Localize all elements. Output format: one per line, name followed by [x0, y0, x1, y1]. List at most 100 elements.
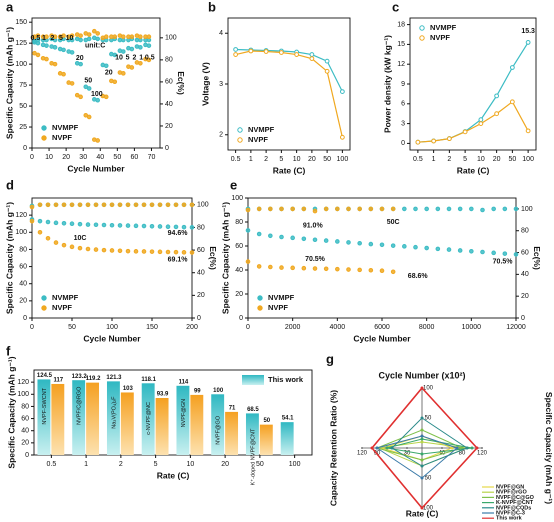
y2-tick-label: 0	[165, 145, 169, 152]
data-point	[35, 37, 41, 43]
annotation: 70.5%	[305, 256, 326, 263]
data-point	[480, 207, 485, 213]
bar	[259, 424, 273, 455]
x-tick-label: 100	[522, 156, 534, 163]
x-axis-label: Cycle Number	[83, 333, 141, 343]
data-point	[368, 267, 374, 273]
data-point	[268, 264, 273, 270]
data-point	[95, 97, 101, 103]
data-point	[335, 239, 340, 244]
data-point	[35, 52, 41, 58]
data-point	[165, 202, 171, 208]
data-point	[86, 36, 92, 42]
legend-marker	[237, 127, 243, 133]
data-point	[173, 224, 179, 230]
radar-tick	[481, 447, 483, 449]
y2-tick-label: 80	[197, 224, 205, 231]
data-point	[478, 121, 484, 126]
data-point	[268, 206, 273, 212]
panel-label: a	[6, 0, 14, 14]
data-point	[346, 206, 351, 212]
data-point	[109, 202, 115, 208]
data-point	[129, 65, 135, 70]
data-point	[294, 52, 300, 57]
data-point	[69, 50, 75, 55]
data-point	[189, 202, 195, 208]
data-point	[45, 202, 51, 208]
data-point	[402, 206, 407, 212]
y-tick-label: 0	[239, 315, 243, 322]
x-tick-label: 150	[146, 324, 158, 331]
panel-label: d	[6, 177, 14, 192]
data-point	[101, 222, 107, 228]
annotation: 91.0%	[303, 222, 324, 229]
data-point	[52, 45, 58, 50]
x-tick-label: 12000	[506, 324, 526, 331]
y-tick-label: 20	[235, 291, 243, 298]
data-point	[157, 249, 163, 255]
data-point	[101, 202, 107, 208]
radar-point	[420, 437, 424, 441]
legend-label: NVPF@CQDs	[496, 505, 531, 511]
data-point	[379, 206, 385, 212]
x-tick-label: 20	[62, 154, 70, 161]
legend-swatch	[242, 375, 264, 385]
data-point	[125, 248, 131, 254]
data-point	[95, 31, 101, 36]
radar-point	[420, 464, 424, 468]
y-axis-label: Specific Capacity (mAh g⁻¹)	[4, 27, 14, 139]
data-point	[301, 265, 307, 271]
bar-material-label: NVPF@GN	[181, 399, 187, 428]
radar-point	[375, 446, 379, 450]
y2-axis-label: Ec(%)	[532, 246, 542, 270]
y-tick-label: 60	[235, 243, 243, 250]
legend-marker	[41, 135, 47, 141]
y2-tick-label: 100	[197, 202, 209, 209]
data-point	[146, 43, 152, 48]
radar-tick-label: 30	[404, 451, 411, 457]
data-point	[93, 247, 99, 252]
data-point	[95, 36, 101, 42]
legend-label: NVMPF	[268, 293, 295, 302]
data-point	[245, 259, 251, 264]
annotation: 20	[105, 69, 113, 76]
x-tick-label: 0.5	[413, 156, 423, 163]
data-point	[491, 250, 496, 256]
data-point	[502, 206, 508, 212]
data-point	[525, 128, 531, 134]
plot-frame	[409, 17, 537, 151]
legend-label: NVMPF	[430, 23, 457, 32]
annotation: 20	[76, 55, 84, 62]
data-point	[494, 111, 500, 117]
data-point	[146, 57, 152, 63]
bar-material-label: NVPF/C@RGO	[77, 386, 83, 425]
data-line	[235, 50, 343, 138]
bar-material-label: Na₃V(PO₄)₂F	[111, 396, 117, 429]
data-point	[69, 244, 75, 250]
data-point	[117, 202, 123, 208]
x-tick-label: 20	[221, 461, 229, 468]
legend-label: This work	[496, 516, 523, 522]
data-point	[324, 58, 330, 64]
data-point	[233, 52, 239, 57]
data-point	[256, 264, 262, 269]
data-point	[101, 247, 107, 253]
x-tick-label: 4000	[330, 324, 346, 331]
x-tick-label: 5	[463, 156, 467, 163]
annotation: 100	[91, 91, 103, 98]
y2-tick-label: 0	[197, 315, 201, 322]
plot-frame	[31, 17, 161, 149]
radar-point	[420, 428, 424, 432]
data-point	[189, 225, 195, 230]
data-point	[69, 221, 75, 227]
y-tick-label: 3	[219, 81, 223, 88]
data-point	[491, 206, 496, 212]
bar-value-label: 124.5	[37, 373, 53, 379]
data-point	[173, 249, 179, 255]
legend-label: NVPF	[248, 135, 268, 144]
data-point	[279, 265, 284, 270]
bar-material-label: c-NVPF@NC	[146, 402, 152, 435]
data-point	[357, 267, 362, 273]
data-point	[245, 228, 251, 233]
radar-point	[475, 446, 479, 450]
